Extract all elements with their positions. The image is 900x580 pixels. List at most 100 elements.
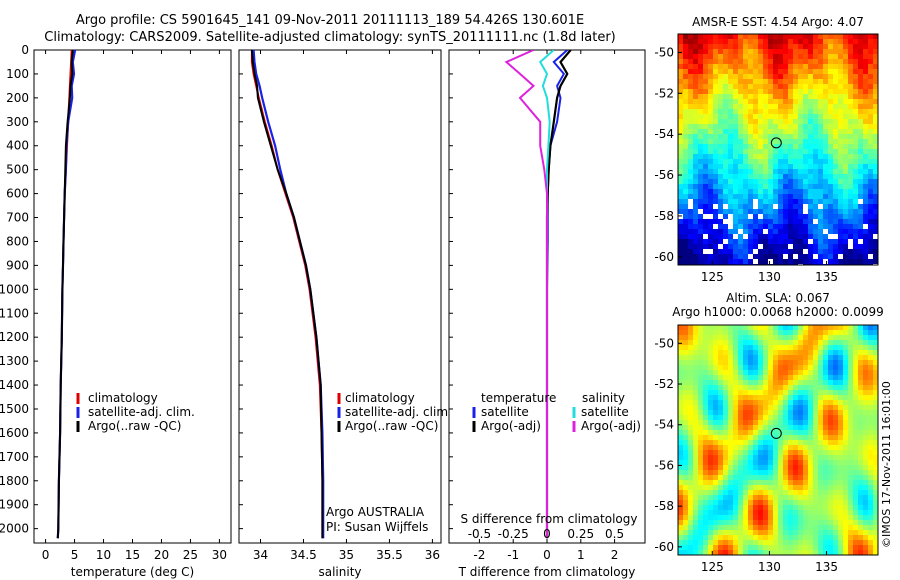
map-cell — [723, 545, 728, 550]
map-cell — [758, 154, 763, 159]
map-cell — [738, 94, 743, 99]
map-cell — [833, 169, 838, 174]
map-cell — [788, 510, 793, 515]
map-cell — [763, 535, 768, 540]
map-cell — [698, 104, 703, 109]
map-cell — [698, 189, 703, 194]
map-cell — [778, 465, 783, 470]
map-cell — [793, 129, 798, 134]
map-cell — [698, 54, 703, 59]
map-cell — [718, 550, 723, 555]
map-cell — [818, 500, 823, 505]
map-cell — [873, 94, 878, 99]
map-cell — [683, 355, 688, 360]
map-cell — [693, 179, 698, 184]
map-cell — [758, 239, 763, 244]
map-cell — [738, 420, 743, 425]
map-cell — [783, 435, 788, 440]
map-cell — [803, 69, 808, 74]
map-cell — [838, 370, 843, 375]
map-cell — [788, 485, 793, 490]
map-cell — [733, 84, 738, 89]
map-cell — [718, 84, 723, 89]
map-cell — [738, 365, 743, 370]
map-cell — [868, 400, 873, 405]
map-cell — [798, 520, 803, 525]
map-cell — [828, 159, 833, 164]
map-cell — [813, 500, 818, 505]
map-cell — [683, 380, 688, 385]
map-cell — [788, 330, 793, 335]
map-cell — [798, 219, 803, 224]
map-cell — [828, 249, 833, 254]
map-cell — [748, 395, 753, 400]
map-cell — [703, 490, 708, 495]
map-cell — [793, 425, 798, 430]
map-cell — [678, 330, 683, 335]
map-cell — [678, 540, 683, 545]
map-cell — [713, 445, 718, 450]
map-cell — [843, 430, 848, 435]
map-cell — [793, 435, 798, 440]
map-cell — [823, 229, 828, 234]
map-cell — [788, 375, 793, 380]
map-cell — [873, 345, 878, 350]
map-cell — [853, 430, 858, 435]
map-cell — [763, 350, 768, 355]
map-cell — [768, 520, 773, 525]
map-cell — [763, 490, 768, 495]
map-cell — [783, 64, 788, 69]
map-cell — [688, 490, 693, 495]
map-cell — [868, 249, 873, 254]
map-cell — [803, 189, 808, 194]
map-cell — [763, 54, 768, 59]
map-cell — [808, 385, 813, 390]
map-cell — [858, 410, 863, 415]
map-cell — [813, 159, 818, 164]
map-cell — [718, 470, 723, 475]
map-cell — [718, 460, 723, 465]
map-cell — [843, 390, 848, 395]
map-cell — [728, 485, 733, 490]
map-cell — [718, 535, 723, 540]
map-cell — [858, 335, 863, 340]
map-cell — [698, 350, 703, 355]
map-cell — [828, 189, 833, 194]
map-cell — [828, 350, 833, 355]
x-tick-label: 5 — [71, 548, 79, 562]
map-cell — [868, 59, 873, 64]
map-cell — [853, 79, 858, 84]
map-cell — [753, 139, 758, 144]
map-cell — [833, 440, 838, 445]
map-cell — [708, 405, 713, 410]
map-cell — [833, 99, 838, 104]
map-cell — [743, 365, 748, 370]
map-cell — [873, 475, 878, 480]
map-cell — [753, 540, 758, 545]
map-cell — [828, 500, 833, 505]
map-cell — [768, 59, 773, 64]
map-cell — [708, 440, 713, 445]
map-cell — [833, 345, 838, 350]
map-cell — [863, 104, 868, 109]
map-cell — [813, 440, 818, 445]
map-cell — [858, 405, 863, 410]
map-cell — [778, 345, 783, 350]
map-cell — [703, 540, 708, 545]
map-cell — [723, 400, 728, 405]
map-cell — [868, 199, 873, 204]
map-cell — [708, 174, 713, 179]
map-cell — [818, 224, 823, 229]
map-cell — [833, 355, 838, 360]
map-cell — [793, 209, 798, 214]
map-cell — [693, 154, 698, 159]
map-cell — [788, 350, 793, 355]
map-cell — [823, 59, 828, 64]
map-cell — [848, 169, 853, 174]
map-cell — [768, 365, 773, 370]
map-cell — [718, 234, 723, 239]
map-cell — [748, 59, 753, 64]
map-cell — [758, 59, 763, 64]
map-cell — [723, 64, 728, 69]
map-cell — [833, 550, 838, 555]
